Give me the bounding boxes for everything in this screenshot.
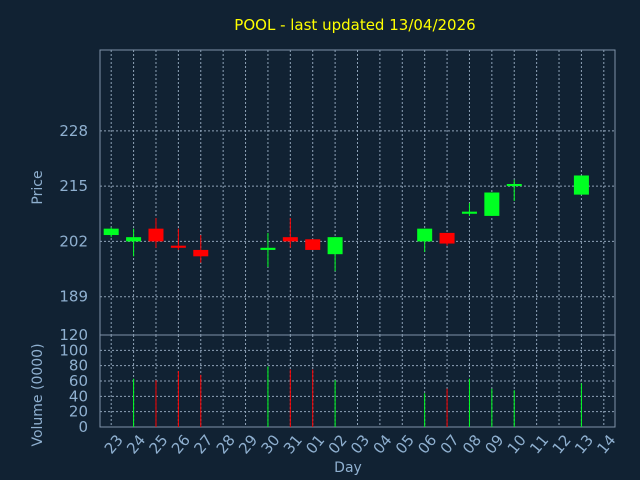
price-tick-label: 202: [59, 232, 88, 250]
volume-tick-label: 100: [59, 341, 88, 359]
candle-body: [282, 237, 298, 242]
candle-body: [193, 249, 209, 257]
volume-tick-label: 80: [69, 357, 88, 375]
candle-body: [126, 237, 142, 242]
candle-body: [439, 232, 455, 244]
volume-tick-label: 60: [69, 372, 88, 390]
volume-axis-label: Volume (0000): [30, 343, 46, 446]
volume-tick-label: 0: [78, 418, 88, 436]
candle-body: [573, 175, 589, 195]
candle-body: [305, 239, 321, 250]
x-axis-label: Day: [334, 460, 362, 476]
candle-body: [327, 237, 343, 255]
volume-tick-label: 20: [69, 403, 88, 421]
candle-body: [148, 228, 164, 242]
candle-body: [417, 228, 433, 242]
volume-plot-frame: [99, 334, 616, 428]
price-tick-label: 228: [59, 122, 88, 140]
price-axis-label: Price: [30, 170, 46, 204]
price-tick-label: 189: [59, 288, 88, 306]
candle-body: [103, 228, 119, 236]
candle-body: [506, 183, 522, 187]
candle-body: [170, 245, 186, 248]
candle-body: [484, 192, 500, 216]
volume-tick-label: 120: [59, 326, 88, 344]
volume-tick-label: 40: [69, 387, 88, 405]
candle-body: [260, 247, 276, 250]
price-tick-label: 215: [59, 177, 88, 195]
chart-title: POOL - last updated 13/04/2026: [234, 16, 475, 34]
candle-body: [461, 211, 477, 214]
